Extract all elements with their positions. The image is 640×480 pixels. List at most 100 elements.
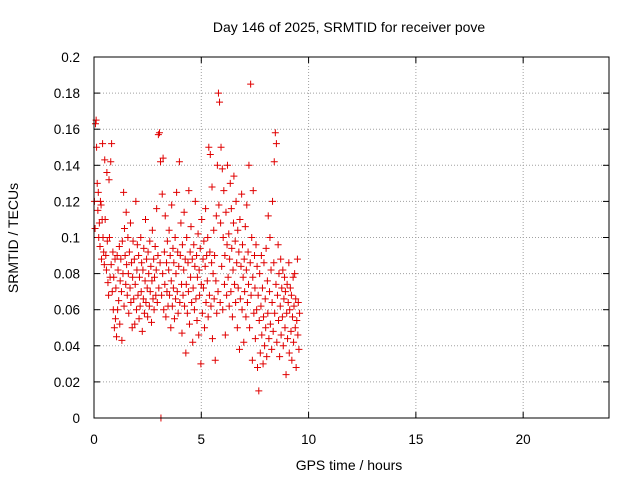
- data-point: [285, 349, 293, 357]
- grid-lines: [94, 57, 609, 418]
- data-point: [128, 324, 136, 332]
- data-point: [219, 306, 227, 314]
- data-point: [247, 80, 255, 88]
- data-point: [108, 140, 116, 148]
- data-point: [223, 241, 231, 249]
- data-point: [281, 273, 289, 281]
- data-point: [201, 262, 209, 270]
- data-point: [279, 266, 287, 274]
- data-point: [107, 261, 115, 269]
- data-point: [153, 298, 161, 306]
- data-point: [158, 190, 166, 198]
- data-point: [233, 324, 241, 332]
- data-point: [206, 248, 214, 256]
- data-point: [272, 280, 280, 288]
- data-point: [227, 288, 235, 296]
- data-point: [125, 248, 133, 256]
- data-point: [217, 143, 225, 151]
- data-point: [163, 259, 171, 267]
- data-point: [131, 320, 139, 328]
- data-point: [249, 187, 257, 195]
- data-point: [155, 129, 163, 137]
- data-point: [236, 215, 244, 223]
- data-point: [241, 288, 249, 296]
- data-point: [114, 266, 122, 274]
- data-point: [120, 302, 128, 310]
- data-point: [237, 262, 245, 270]
- data-point: [160, 306, 168, 314]
- x-axis-title: GPS time / hours: [296, 457, 403, 473]
- data-point: [251, 335, 259, 343]
- data-point: [228, 313, 236, 321]
- data-point: [276, 353, 284, 361]
- data-point: [280, 295, 288, 303]
- data-point: [143, 284, 151, 292]
- data-point: [153, 205, 161, 213]
- data-point: [124, 234, 132, 241]
- data-point: [151, 273, 159, 281]
- data-point: [235, 345, 243, 353]
- data-point: [259, 360, 267, 368]
- y-tick-label: 0.06: [54, 303, 80, 318]
- data-point: [211, 252, 219, 260]
- data-point: [293, 255, 301, 263]
- data-point: [104, 279, 112, 287]
- data-point: [199, 255, 207, 263]
- data-point: [180, 208, 188, 216]
- data-point: [276, 302, 284, 310]
- data-point: [248, 356, 256, 364]
- data-point: [286, 306, 294, 314]
- data-point: [246, 259, 254, 267]
- data-point: [137, 234, 145, 241]
- data-point: [94, 206, 102, 214]
- data-point: [183, 234, 191, 241]
- data-point: [177, 219, 185, 227]
- data-point: [245, 280, 252, 288]
- data-point: [263, 353, 271, 361]
- data-point: [162, 313, 170, 321]
- data-point: [146, 237, 154, 245]
- data-point: [115, 297, 123, 305]
- y-tick-label: 0.1: [61, 231, 80, 246]
- data-point: [289, 273, 297, 281]
- data-point: [291, 270, 299, 278]
- data-point: [91, 224, 99, 232]
- data-point: [225, 230, 233, 238]
- data-point: [244, 248, 252, 256]
- data-point: [257, 252, 265, 260]
- data-point: [273, 291, 281, 299]
- data-point: [161, 280, 169, 288]
- data-point: [268, 345, 276, 353]
- data-point: [258, 331, 266, 339]
- y-tick-label: 0.16: [54, 122, 80, 137]
- data-point: [249, 273, 257, 281]
- data-point: [284, 298, 292, 306]
- data-point: [205, 143, 213, 151]
- data-point: [243, 298, 251, 306]
- data-point: [261, 342, 269, 350]
- data-point: [109, 248, 117, 256]
- data-point: [281, 324, 289, 332]
- data-point: [193, 273, 201, 281]
- data-point: [198, 309, 206, 317]
- data-point: [97, 201, 105, 209]
- data-point: [113, 252, 121, 260]
- data-point: [271, 309, 279, 317]
- data-point: [269, 197, 277, 205]
- y-tick-label: 0.12: [54, 194, 80, 209]
- data-point: [167, 277, 175, 285]
- data-point: [127, 298, 135, 306]
- data-point: [274, 241, 282, 249]
- data-point: [278, 284, 286, 292]
- data-point: [187, 223, 195, 231]
- data-point: [132, 306, 140, 314]
- data-point: [158, 291, 166, 299]
- data-point: [219, 234, 227, 241]
- data-point: [169, 244, 177, 252]
- data-point: [101, 156, 109, 164]
- data-point: [214, 288, 222, 296]
- data-point: [126, 219, 134, 227]
- data-point: [139, 295, 147, 303]
- data-point: [216, 98, 224, 106]
